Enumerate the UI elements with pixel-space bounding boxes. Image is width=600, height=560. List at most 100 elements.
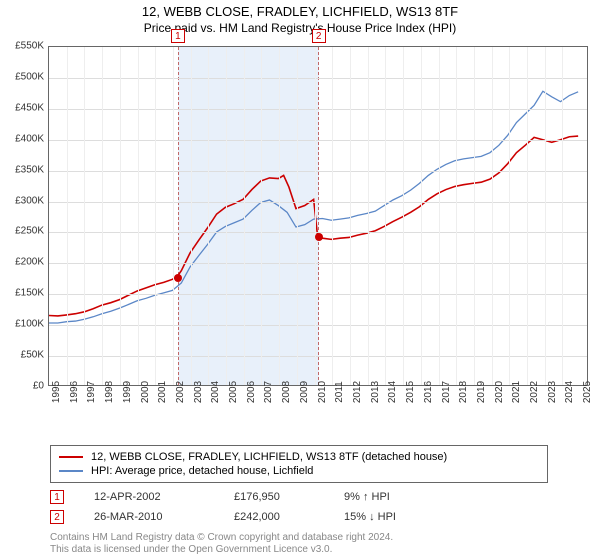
gridline-h xyxy=(49,294,587,295)
sale-price: £242,000 xyxy=(234,511,314,523)
gridline-v xyxy=(155,47,156,385)
x-tick-label: 2005 xyxy=(228,381,239,403)
x-tick-label: 1996 xyxy=(69,381,80,403)
x-tick-label: 2010 xyxy=(317,381,328,403)
gridline-v xyxy=(138,47,139,385)
gridline-h xyxy=(49,202,587,203)
gridline-h xyxy=(49,263,587,264)
x-tick-label: 1997 xyxy=(86,381,97,403)
gridline-v xyxy=(226,47,227,385)
title-block: 12, WEBB CLOSE, FRADLEY, LICHFIELD, WS13… xyxy=(0,0,600,35)
x-tick-label: 2003 xyxy=(193,381,204,403)
gridline-v xyxy=(350,47,351,385)
chart-title: 12, WEBB CLOSE, FRADLEY, LICHFIELD, WS13… xyxy=(0,4,600,19)
gridline-h xyxy=(49,356,587,357)
chart-area: 12 xyxy=(48,46,588,416)
gridline-v xyxy=(368,47,369,385)
x-tick-label: 2014 xyxy=(387,381,398,403)
gridline-v xyxy=(385,47,386,385)
chart-subtitle: Price paid vs. HM Land Registry's House … xyxy=(0,21,600,35)
x-tick-label: 2019 xyxy=(476,381,487,403)
gridline-v xyxy=(439,47,440,385)
y-tick-label: £100K xyxy=(15,319,44,330)
x-tick-label: 2007 xyxy=(263,381,274,403)
marker-dot xyxy=(315,233,323,241)
gridline-v xyxy=(492,47,493,385)
line-svg xyxy=(49,47,587,385)
sale-row: 2 26-MAR-2010 £242,000 15% ↓ HPI xyxy=(50,510,434,524)
sale-date: 12-APR-2002 xyxy=(94,491,204,503)
marker-dot xyxy=(174,274,182,282)
series-line xyxy=(49,91,578,323)
sale-row: 1 12-APR-2002 £176,950 9% ↑ HPI xyxy=(50,490,434,504)
sale-marker-box: 2 xyxy=(50,510,64,524)
legend: 12, WEBB CLOSE, FRADLEY, LICHFIELD, WS13… xyxy=(50,445,548,483)
y-tick-label: £400K xyxy=(15,133,44,144)
plot-area: 12 xyxy=(48,46,588,386)
x-tick-label: 2013 xyxy=(370,381,381,403)
x-tick-label: 2023 xyxy=(547,381,558,403)
x-tick-label: 2024 xyxy=(564,381,575,403)
sale-price: £176,950 xyxy=(234,491,314,503)
y-tick-label: £300K xyxy=(15,195,44,206)
x-tick-label: 2009 xyxy=(299,381,310,403)
y-tick-label: £200K xyxy=(15,257,44,268)
sale-marker-box: 1 xyxy=(50,490,64,504)
sale-pct: 9% ↑ HPI xyxy=(344,491,434,503)
x-tick-label: 2011 xyxy=(334,381,345,403)
series-line xyxy=(49,136,578,316)
legend-swatch xyxy=(59,456,83,458)
y-tick-label: £350K xyxy=(15,164,44,175)
gridline-h xyxy=(49,171,587,172)
gridline-v xyxy=(208,47,209,385)
x-tick-label: 2008 xyxy=(281,381,292,403)
x-tick-label: 2000 xyxy=(140,381,151,403)
x-tick-label: 2015 xyxy=(405,381,416,403)
gridline-v xyxy=(562,47,563,385)
x-tick-label: 2018 xyxy=(458,381,469,403)
gridline-v xyxy=(332,47,333,385)
gridline-v xyxy=(527,47,528,385)
gridline-v xyxy=(545,47,546,385)
marker-label-box: 1 xyxy=(171,29,185,43)
y-tick-label: £0 xyxy=(33,381,44,392)
chart-container: 12, WEBB CLOSE, FRADLEY, LICHFIELD, WS13… xyxy=(0,0,600,560)
x-tick-label: 2017 xyxy=(441,381,452,403)
gridline-v xyxy=(261,47,262,385)
gridline-v xyxy=(67,47,68,385)
y-tick-label: £450K xyxy=(15,102,44,113)
gridline-h xyxy=(49,140,587,141)
x-tick-label: 2020 xyxy=(494,381,505,403)
y-tick-label: £150K xyxy=(15,288,44,299)
gridline-v xyxy=(191,47,192,385)
gridline-v xyxy=(120,47,121,385)
gridline-h xyxy=(49,325,587,326)
x-tick-label: 2012 xyxy=(352,381,363,403)
legend-label: 12, WEBB CLOSE, FRADLEY, LICHFIELD, WS13… xyxy=(91,451,447,463)
marker-label-box: 2 xyxy=(312,29,326,43)
footer-line: Contains HM Land Registry data © Crown c… xyxy=(50,532,393,544)
x-tick-label: 1998 xyxy=(104,381,115,403)
sale-pct: 15% ↓ HPI xyxy=(344,511,434,523)
gridline-h xyxy=(49,109,587,110)
y-tick-label: £500K xyxy=(15,71,44,82)
x-tick-label: 2004 xyxy=(210,381,221,403)
sale-date: 26-MAR-2010 xyxy=(94,511,204,523)
x-tick-label: 2021 xyxy=(511,381,522,403)
x-tick-label: 2016 xyxy=(423,381,434,403)
gridline-v xyxy=(474,47,475,385)
gridline-v xyxy=(315,47,316,385)
x-tick-label: 2025 xyxy=(582,381,593,403)
x-tick-label: 2002 xyxy=(175,381,186,403)
legend-label: HPI: Average price, detached house, Lich… xyxy=(91,465,313,477)
legend-swatch xyxy=(59,470,83,472)
x-tick-label: 1999 xyxy=(122,381,133,403)
gridline-h xyxy=(49,78,587,79)
gridline-v xyxy=(297,47,298,385)
sales-table: 1 12-APR-2002 £176,950 9% ↑ HPI 2 26-MAR… xyxy=(50,490,434,530)
legend-item: HPI: Average price, detached house, Lich… xyxy=(59,464,539,478)
gridline-v xyxy=(403,47,404,385)
gridline-v xyxy=(279,47,280,385)
y-tick-label: £550K xyxy=(15,41,44,52)
y-tick-label: £50K xyxy=(21,350,44,361)
